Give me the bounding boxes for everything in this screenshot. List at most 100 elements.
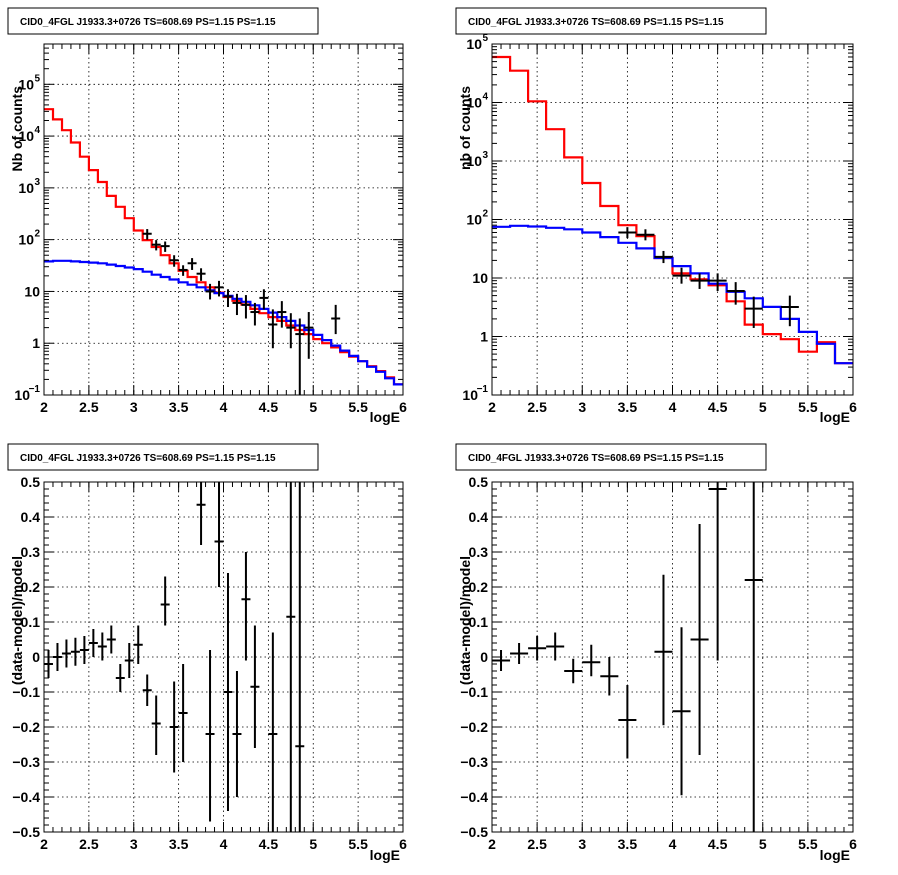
x-tick-label: 3.5 [618, 399, 638, 415]
data-point [151, 240, 161, 251]
data-point [133, 625, 143, 664]
data-point [169, 255, 179, 267]
y-tick-exponent: 5 [34, 73, 40, 84]
data-point [492, 650, 511, 671]
y-axis-label: (data-model)/model [9, 556, 25, 685]
data-point [268, 309, 278, 349]
chart-title-box [7, 7, 319, 35]
x-tick-label: 2.5 [527, 836, 547, 852]
data-point [690, 524, 709, 755]
y-tick-label: 0.5 [21, 474, 41, 490]
chart-title: CID0_4FGL J1933.3+0726 TS=608.69 PS=1.15… [20, 17, 276, 28]
y-tick-exponent: 2 [34, 229, 40, 240]
y-tick-exponent: 2 [482, 209, 488, 220]
x-tick-label: 3 [578, 836, 586, 852]
y-tick-label: −0.3 [12, 754, 40, 770]
chart-title: CID0_4FGL J1933.3+0726 TS=608.69 PS=1.15… [20, 453, 276, 464]
data-point [510, 643, 529, 664]
data-point [250, 625, 260, 748]
x-tick-label: 5 [309, 399, 317, 415]
data-point [106, 625, 116, 654]
y-tick-label: 0.1 [21, 614, 41, 630]
x-tick-label: 5 [759, 399, 767, 415]
data-point [618, 227, 637, 239]
y-tick-exponent: 3 [34, 177, 40, 188]
data-point [88, 629, 98, 657]
x-tick-label: 3 [578, 399, 586, 415]
data-point [241, 295, 251, 319]
y-tick-label: 0 [32, 649, 40, 665]
y-axis-label: Nb of counts [9, 86, 25, 172]
data-point [690, 273, 709, 289]
y-tick-label: −0.5 [12, 824, 40, 840]
y-tick-label: −0.4 [12, 789, 40, 805]
y-tick-label: 0.2 [469, 579, 489, 595]
x-tick-label: 4.5 [259, 399, 279, 415]
data-point [223, 573, 233, 811]
x-axis-label: logE [820, 409, 850, 425]
y-tick-label: 0.3 [469, 544, 489, 560]
x-tick-label: 6 [849, 836, 857, 852]
y-tick-exponent: 5 [482, 33, 488, 44]
y-tick-label: 10 [466, 212, 482, 228]
data-point [250, 302, 260, 326]
x-tick-label: 3 [130, 399, 138, 415]
y-tick-label: 0.2 [21, 579, 41, 595]
y-tick-label: 10 [466, 95, 482, 111]
y-tick-exponent: −1 [29, 384, 41, 395]
data-point [214, 482, 224, 587]
y-tick-label: 0 [480, 649, 488, 665]
data-point [636, 229, 655, 241]
data-point [196, 268, 206, 281]
data-point [52, 643, 62, 671]
y-tick-label: 10 [14, 387, 30, 403]
data-point [295, 482, 305, 832]
chart-panel-1: CID0_4FGL J1933.3+0726 TS=608.69 PS=1.15… [7, 7, 407, 425]
x-tick-label: 6 [849, 399, 857, 415]
y-tick-label: 10 [472, 270, 488, 286]
data-point [582, 644, 601, 677]
data-point [70, 637, 80, 666]
data-point [259, 289, 269, 310]
x-tick-label: 3.5 [618, 836, 638, 852]
data-point [295, 318, 305, 395]
chart-panel-4: CID0_4FGL J1933.3+0726 TS=608.69 PS=1.15… [455, 443, 857, 863]
y-tick-label: −0.2 [460, 719, 488, 735]
x-tick-label: 6 [399, 836, 407, 852]
chart-title-box [455, 7, 767, 35]
y-tick-label: −0.1 [12, 684, 40, 700]
data-point [61, 639, 71, 668]
data-point [286, 313, 296, 349]
x-tick-label: 2.5 [79, 399, 99, 415]
x-tick-label: 2 [488, 399, 496, 415]
data-point [232, 293, 242, 316]
data-point [277, 301, 287, 328]
x-tick-label: 5 [309, 836, 317, 852]
data-point [744, 296, 763, 328]
x-tick-label: 3.5 [169, 836, 189, 852]
x-tick-label: 4 [669, 836, 677, 852]
x-tick-label: 5.5 [348, 836, 368, 852]
y-tick-label: 0.4 [21, 509, 41, 525]
x-tick-label: 5.5 [798, 399, 818, 415]
x-tick-label: 4.5 [259, 836, 279, 852]
y-tick-label: 10 [466, 153, 482, 169]
x-axis-label: logE [820, 847, 850, 863]
data-point [654, 250, 673, 264]
y-tick-label: 0.5 [469, 474, 489, 490]
y-axis-label: (data-model)/model [457, 556, 473, 685]
y-tick-label: 1 [480, 329, 488, 345]
chart-panel-2: CID0_4FGL J1933.3+0726 TS=608.69 PS=1.15… [455, 7, 857, 425]
x-tick-label: 2.5 [79, 836, 99, 852]
x-tick-label: 6 [399, 399, 407, 415]
x-tick-label: 4.5 [708, 399, 728, 415]
x-tick-label: 2 [40, 399, 48, 415]
y-tick-label: −0.3 [460, 754, 488, 770]
data-point [196, 482, 206, 545]
chart-title-box [7, 443, 319, 471]
y-tick-label: −0.2 [12, 719, 40, 735]
x-tick-label: 4 [220, 399, 228, 415]
plot-area [44, 482, 305, 832]
y-tick-label: 10 [18, 128, 34, 144]
